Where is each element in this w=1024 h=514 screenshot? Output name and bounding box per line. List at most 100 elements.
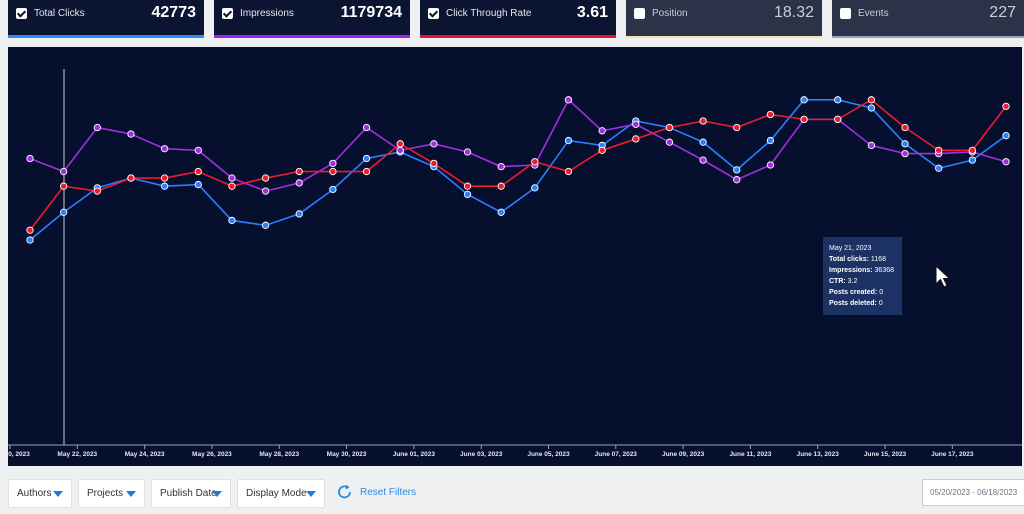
metric-card-ctr[interactable]: Click Through Rate 3.61 [420, 0, 616, 38]
series-point-1 [901, 149, 909, 158]
publish-date-dropdown[interactable]: Publish Date [151, 479, 231, 508]
checkbox-position[interactable] [634, 8, 645, 19]
series-point-2 [497, 182, 505, 190]
tooltip-posts-created: Posts created: 0 [829, 289, 884, 296]
checkbox-events[interactable] [840, 8, 851, 19]
display-mode-dropdown-label: Display Mode [246, 488, 307, 499]
series-point-0 [194, 180, 202, 189]
series-point-0 [228, 216, 236, 225]
series-point-1 [194, 146, 202, 155]
series-point-2 [396, 140, 404, 148]
series-point-1 [463, 148, 472, 156]
series-point-2 [26, 226, 34, 234]
metric-card-total-clicks[interactable]: Total Clicks 42773 [8, 0, 204, 38]
series-point-2 [598, 146, 606, 155]
series-point-2 [430, 159, 438, 168]
series-point-2 [127, 174, 135, 182]
series-point-0 [160, 182, 169, 190]
series-line-2 [29, 98, 1007, 231]
publish-date-dropdown-label: Publish Date [160, 488, 217, 499]
x-tick-label: June 09, 2023 [662, 451, 705, 458]
date-range-value: 05/20/2023 - 06/18/2023 [930, 488, 1018, 497]
series-point-1 [26, 154, 34, 163]
series-point-0 [766, 136, 775, 145]
series-point-2 [295, 167, 303, 176]
metric-card-impressions[interactable]: Impressions 1179734 [214, 0, 410, 38]
metric-card-position[interactable]: Position 18.32 [626, 0, 822, 38]
series-point-2 [564, 167, 573, 176]
line-chart[interactable]: May 20, 2023 May 22, 2023 May 24, 2023 May … [8, 47, 1022, 466]
x-tick-label: May 30, 2023 [327, 451, 367, 458]
series-point-2 [93, 187, 101, 195]
metric-label: Impressions [240, 8, 294, 19]
series-point-0 [968, 156, 976, 164]
series-point-1 [228, 174, 236, 182]
chart-canvas[interactable]: May 20, 2023 May 22, 2023 May 24, 2023 May … [8, 47, 1022, 466]
reset-filters-label: Reset Filters [360, 487, 417, 498]
series-point-2 [362, 167, 371, 176]
series-point-0 [531, 184, 539, 192]
metric-cards: Total Clicks 42773 Impressions 1179734 C… [0, 0, 1024, 38]
series-point-1 [1002, 158, 1010, 166]
refresh-icon [338, 484, 351, 499]
x-tick-label: May 22, 2023 [57, 451, 97, 458]
metric-label: Click Through Rate [446, 8, 532, 19]
series-point-1 [295, 179, 303, 187]
date-range-picker[interactable]: 05/20/2023 - 06/18/2023 [922, 479, 1024, 506]
series-point-1 [867, 141, 876, 150]
series-point-1 [699, 156, 707, 164]
series-point-1 [632, 120, 640, 128]
series-point-2 [733, 123, 741, 132]
x-tick-label: May 26, 2023 [192, 451, 232, 458]
projects-dropdown[interactable]: Projects [78, 479, 145, 508]
series-point-2 [935, 146, 943, 155]
series-point-1 [665, 138, 674, 146]
checkbox-ctr[interactable] [428, 8, 439, 19]
series-point-2 [834, 115, 842, 124]
series-point-1 [598, 127, 606, 135]
series-point-1 [160, 145, 169, 153]
series-point-0 [463, 190, 472, 199]
x-tick-label: June 13, 2023 [797, 451, 840, 458]
series-point-2 [867, 96, 876, 104]
series-point-1 [93, 123, 101, 132]
series-point-1 [396, 146, 404, 155]
metric-value: 18.32 [773, 4, 814, 21]
chevron-down-icon [212, 491, 222, 497]
metric-label: Total Clicks [34, 8, 85, 19]
series-point-1 [362, 123, 371, 132]
metric-card-events[interactable]: Events 227 [832, 0, 1024, 38]
metric-color-bar [8, 35, 204, 38]
metric-color-bar [420, 35, 616, 38]
series-point-0 [1002, 132, 1010, 140]
x-tick-label: June 15, 2023 [864, 451, 907, 458]
series-point-0 [26, 236, 34, 244]
series-point-0 [834, 96, 842, 104]
series-point-1 [127, 130, 135, 138]
metric-value: 227 [989, 4, 1016, 21]
metric-color-bar [832, 36, 1024, 38]
metric-color-bar [214, 35, 410, 38]
series-line-1 [29, 98, 1007, 192]
series-point-1 [564, 96, 573, 104]
series-point-1 [766, 161, 775, 169]
series-point-2 [531, 158, 539, 166]
authors-dropdown[interactable]: Authors [8, 479, 72, 508]
x-tick-label: June 03, 2023 [460, 451, 503, 458]
chevron-down-icon [53, 491, 63, 497]
mouse-cursor-icon [935, 265, 951, 288]
chevron-down-icon [126, 491, 136, 497]
checkbox-total-clicks[interactable] [16, 8, 27, 19]
x-tick-label: May 20, 2023 [8, 451, 30, 458]
series-line-0 [29, 99, 1007, 241]
series-point-0 [261, 221, 270, 229]
display-mode-dropdown[interactable]: Display Mode [237, 479, 325, 508]
series-point-0 [564, 136, 573, 145]
chart-tooltip: May 21, 2023 Total clicks: 1168 Impressi… [823, 237, 902, 315]
series-point-0 [60, 208, 68, 216]
series-point-0 [699, 138, 707, 146]
checkbox-impressions[interactable] [222, 8, 233, 19]
series-point-0 [901, 140, 909, 148]
series-point-0 [295, 210, 303, 218]
x-tick-label: June 07, 2023 [595, 451, 638, 458]
